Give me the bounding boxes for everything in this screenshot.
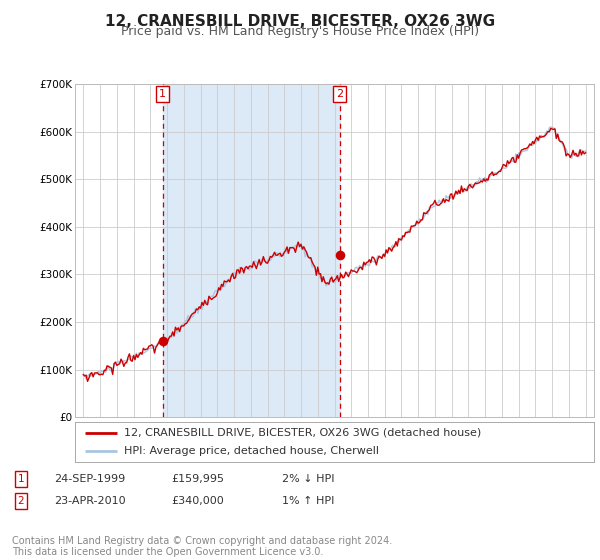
- Text: £340,000: £340,000: [171, 496, 224, 506]
- Text: 1: 1: [159, 89, 166, 99]
- Text: 1: 1: [17, 474, 25, 484]
- Point: [158, 337, 167, 346]
- Text: 12, CRANESBILL DRIVE, BICESTER, OX26 3WG: 12, CRANESBILL DRIVE, BICESTER, OX26 3WG: [105, 14, 495, 29]
- Text: Contains HM Land Registry data © Crown copyright and database right 2024.
This d: Contains HM Land Registry data © Crown c…: [12, 535, 392, 557]
- Text: 23-APR-2010: 23-APR-2010: [54, 496, 125, 506]
- Text: 24-SEP-1999: 24-SEP-1999: [54, 474, 125, 484]
- Text: 12, CRANESBILL DRIVE, BICESTER, OX26 3WG (detached house): 12, CRANESBILL DRIVE, BICESTER, OX26 3WG…: [124, 428, 482, 437]
- Text: HPI: Average price, detached house, Cherwell: HPI: Average price, detached house, Cher…: [124, 446, 379, 456]
- Text: 2: 2: [17, 496, 25, 506]
- Point: [335, 251, 344, 260]
- Bar: [163, 84, 340, 417]
- Text: Price paid vs. HM Land Registry's House Price Index (HPI): Price paid vs. HM Land Registry's House …: [121, 25, 479, 38]
- Text: 2: 2: [336, 89, 343, 99]
- Text: 1% ↑ HPI: 1% ↑ HPI: [282, 496, 334, 506]
- Text: 2% ↓ HPI: 2% ↓ HPI: [282, 474, 335, 484]
- Text: £159,995: £159,995: [171, 474, 224, 484]
